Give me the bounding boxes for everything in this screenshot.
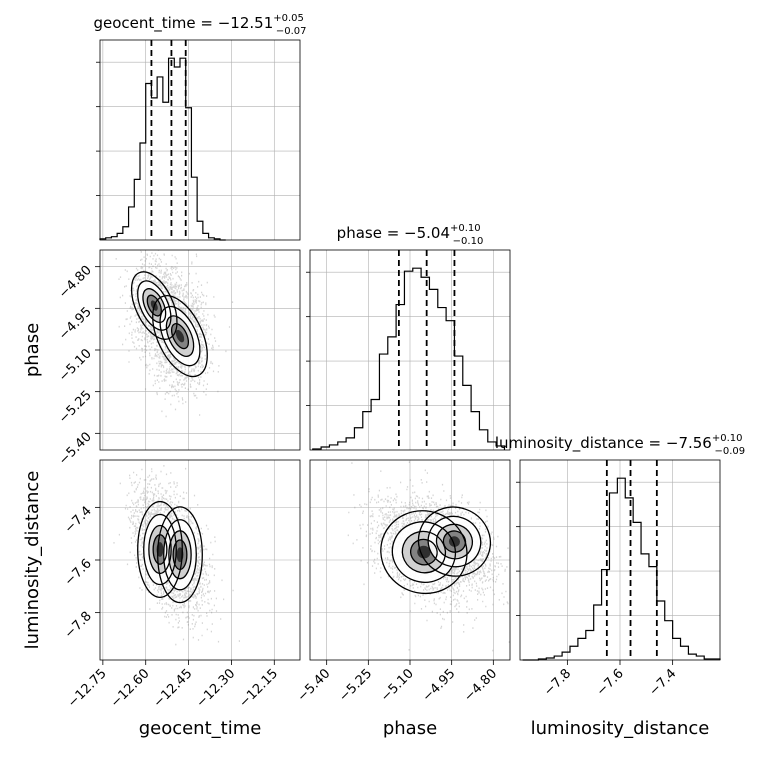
contour-line xyxy=(137,280,172,331)
title-upper-error: +0.10 xyxy=(712,433,743,444)
hist-panel-luminosity_distance: luminosity_distance = −7.56+0.10 −0.09 xyxy=(495,433,745,661)
tick-label: −12.15 xyxy=(236,666,281,711)
tick-label: −5.40 xyxy=(56,430,95,469)
title-lower-error: −0.10 xyxy=(453,236,484,247)
x-axis-geocent_time: −12.75−12.60−12.45−12.30−12.15 geocent_ti… xyxy=(65,660,281,739)
joint-inner xyxy=(113,465,240,646)
joint-panel-phase_vs_geocent_time xyxy=(99,249,301,451)
title-upper-error: +0.05 xyxy=(273,13,304,24)
tick-label: −12.60 xyxy=(108,666,153,711)
contour-line xyxy=(417,506,491,577)
contour-line xyxy=(146,294,162,317)
contour-line xyxy=(380,510,468,595)
tick-label: −4.95 xyxy=(420,666,459,705)
tick-label: −5.25 xyxy=(336,666,375,705)
density-level xyxy=(175,329,185,343)
tick-label: −12.30 xyxy=(194,666,239,711)
contour-line xyxy=(170,323,190,350)
tick-label: −7.4 xyxy=(647,666,680,699)
contour-line xyxy=(435,523,474,560)
tick-label: −7.4 xyxy=(62,504,95,537)
contour-line xyxy=(168,530,192,580)
x-axis-luminosity_distance: −7.8 −7.6 −7.4 luminosity_distance xyxy=(531,660,710,739)
tick-label: −4.80 xyxy=(461,666,500,705)
tick-label: −7.6 xyxy=(594,666,627,699)
hist-phase-frame xyxy=(309,249,511,451)
contour-line xyxy=(172,539,188,571)
tick-label: −4.95 xyxy=(56,305,95,344)
tick-label: −5.10 xyxy=(378,666,417,705)
contour-line xyxy=(142,288,167,324)
panel-title: phase = −5.04+0.10 −0.10 xyxy=(337,223,484,247)
title-main: geocent_time = −12.51 xyxy=(93,14,273,33)
contour-line xyxy=(401,530,447,574)
hist-step-geocent_time xyxy=(99,57,226,241)
contour-line xyxy=(159,305,201,367)
title-lower-error: −0.09 xyxy=(715,446,746,457)
axis-label: geocent_time xyxy=(139,718,262,739)
joint-panel-luminosity_distance_vs_phase xyxy=(309,459,511,661)
axis-label: luminosity_distance xyxy=(22,471,43,650)
y-axis-phase: −5.40−5.25−5.10−4.95−4.80 phase xyxy=(22,263,100,468)
y-axis-luminosity_distance: −7.8 −7.6 −7.4 luminosity_distance xyxy=(22,471,100,650)
tick-label: −5.40 xyxy=(295,666,334,705)
tick-label: −7.8 xyxy=(62,609,95,642)
hist-panel-geocent_time: geocent_time = −12.51+0.05 −0.07 xyxy=(93,13,307,241)
joint-inner xyxy=(347,461,510,652)
contour-line xyxy=(427,515,482,568)
hist-panel-phase: phase = −5.04+0.10 −0.10 xyxy=(306,223,511,451)
title-upper-error: +0.10 xyxy=(450,223,481,234)
joint-panel-luminosity_distance_vs_geocent_time xyxy=(99,459,301,661)
tick-label: −7.6 xyxy=(62,556,95,589)
contour-line xyxy=(442,530,467,553)
contour-line xyxy=(157,506,203,604)
hist-step-luminosity_distance xyxy=(522,477,721,661)
panel-title: luminosity_distance = −7.56+0.10 −0.09 xyxy=(495,433,745,457)
axis-label: luminosity_distance xyxy=(531,718,710,739)
hist-step-phase xyxy=(312,267,506,450)
contour-line xyxy=(130,271,178,340)
x-axis-phase: −5.40 −5.25 −5.10 −4.95 −4.80 phase xyxy=(295,660,500,739)
contour-line xyxy=(143,513,177,586)
tick-label: −4.80 xyxy=(56,263,95,302)
panel-title: geocent_time = −12.51+0.05 −0.07 xyxy=(93,13,306,37)
contour-line xyxy=(152,295,208,378)
tick-label: −7.8 xyxy=(541,666,574,699)
tick-label: −12.45 xyxy=(151,666,196,711)
contour-line xyxy=(163,519,197,591)
contour-line xyxy=(165,315,195,357)
tick-label: −5.25 xyxy=(56,388,95,427)
axis-label: phase xyxy=(383,718,437,739)
tick-label: −12.75 xyxy=(65,666,110,711)
title-main: luminosity_distance = −7.56 xyxy=(495,434,712,453)
hist-geocent_time-frame xyxy=(99,39,301,241)
density-level xyxy=(417,545,431,559)
title-lower-error: −0.07 xyxy=(276,26,307,37)
contour-line xyxy=(137,500,183,599)
tick-label: −5.10 xyxy=(56,346,95,385)
joint-inner xyxy=(115,250,234,418)
axis-label: phase xyxy=(22,323,43,377)
title-main: phase = −5.04 xyxy=(337,224,450,242)
